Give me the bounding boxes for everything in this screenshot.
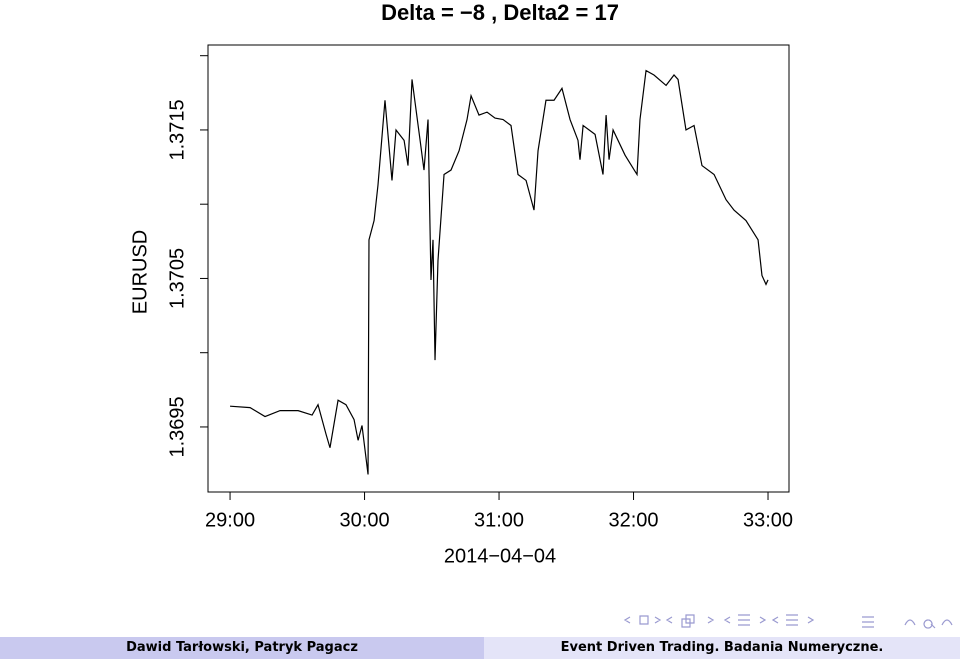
x-tick-label: 29:00 [205, 509, 255, 531]
x-tick-label: 31:00 [474, 509, 524, 531]
nav-icons [623, 614, 953, 629]
plot-box [207, 44, 790, 493]
chart-title: Delta = −8 , Delta2 = 17 [381, 0, 619, 25]
chart: Delta = −8 , Delta2 = 17 2014−04−04 EURU… [129, 0, 953, 629]
y-tick-label: 1.3705 [166, 248, 188, 309]
x-tick-label: 32:00 [608, 509, 658, 531]
footer-authors: Dawid Tarłowski, Patryk Pagacz [0, 637, 484, 659]
y-tick-label: 1.3695 [166, 396, 188, 457]
x-axis-label: 2014−04−04 [444, 545, 556, 567]
y-axis-label: EURUSD [129, 230, 151, 314]
footer-title: Event Driven Trading. Badania Numeryczne… [484, 637, 960, 659]
x-tick-label: 30:00 [340, 509, 390, 531]
x-tick-label: 33:00 [743, 509, 793, 531]
line-series [230, 69, 769, 475]
y-tick-label: 1.3715 [166, 99, 188, 160]
